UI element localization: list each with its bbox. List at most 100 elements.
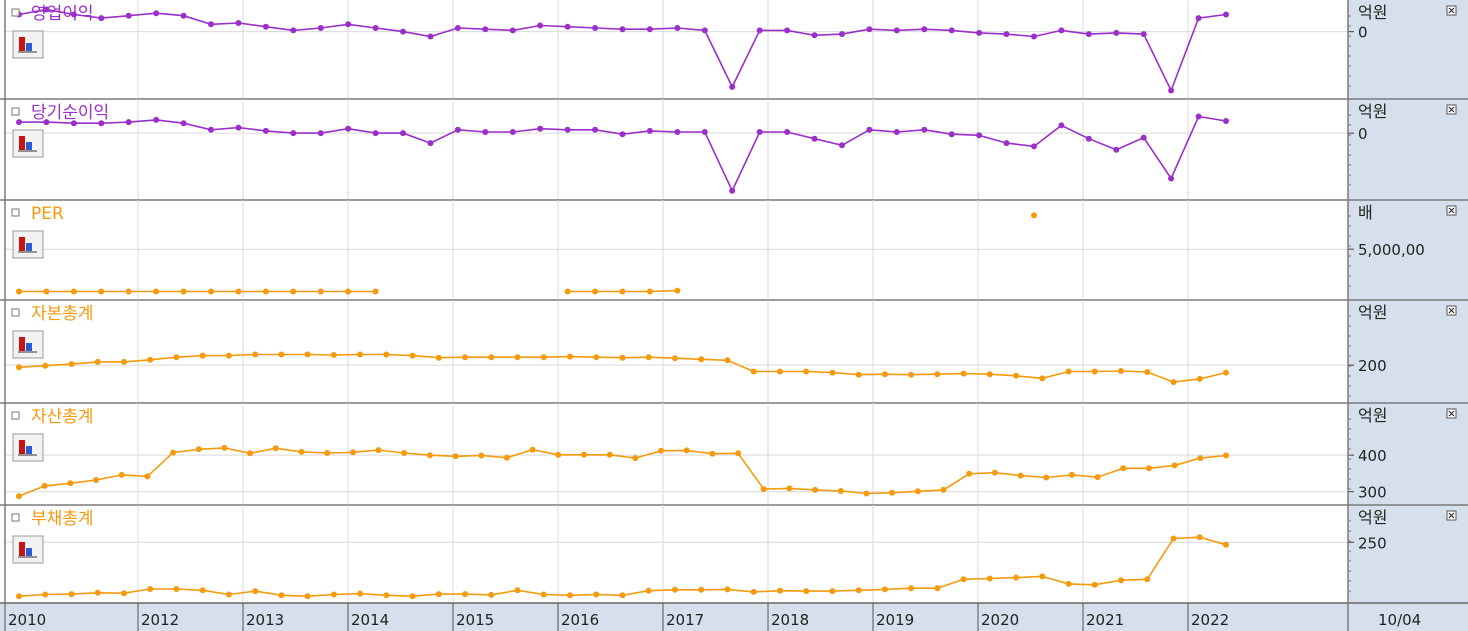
data-point bbox=[784, 27, 791, 34]
data-point bbox=[1094, 474, 1101, 481]
data-point bbox=[986, 371, 993, 378]
data-point bbox=[1113, 146, 1120, 153]
unit-label: 억원 bbox=[1358, 508, 1387, 527]
chart-settings-icon-bar bbox=[19, 37, 25, 51]
data-point bbox=[1085, 31, 1092, 38]
data-point bbox=[581, 451, 587, 458]
data-point bbox=[509, 27, 516, 34]
data-point bbox=[482, 26, 489, 33]
data-point bbox=[180, 12, 187, 19]
data-point bbox=[776, 368, 783, 375]
time-tick-label: 2016 bbox=[561, 611, 599, 629]
data-point bbox=[94, 358, 101, 365]
data-point bbox=[514, 354, 521, 361]
data-point bbox=[1146, 465, 1152, 472]
data-point bbox=[1091, 368, 1098, 375]
value-tick-label: 200 bbox=[1358, 357, 1387, 375]
data-point bbox=[435, 354, 442, 361]
data-point bbox=[1195, 113, 1202, 120]
data-point bbox=[98, 120, 105, 127]
series-toggle-box[interactable] bbox=[11, 8, 20, 17]
data-point bbox=[68, 361, 75, 368]
data-point bbox=[180, 288, 187, 295]
data-point bbox=[1223, 452, 1229, 459]
data-point bbox=[839, 142, 845, 149]
data-point bbox=[1065, 368, 1072, 375]
data-point bbox=[632, 455, 639, 462]
chart-settings-icon-bar bbox=[26, 43, 32, 51]
series-toggle-box[interactable] bbox=[11, 513, 20, 522]
data-point bbox=[452, 453, 459, 460]
data-point bbox=[1065, 580, 1072, 587]
chart-settings-icon-bar bbox=[26, 446, 32, 454]
data-point bbox=[701, 27, 708, 34]
data-point bbox=[478, 452, 485, 459]
data-point bbox=[756, 129, 763, 135]
data-point bbox=[147, 586, 154, 592]
panel-title: 부채총계 bbox=[31, 509, 94, 529]
data-point bbox=[317, 25, 324, 31]
data-point bbox=[357, 351, 364, 358]
chart-settings-icon-bar bbox=[19, 542, 25, 556]
chart-settings-icon-bar bbox=[19, 337, 25, 351]
data-point bbox=[330, 352, 337, 358]
time-tick-label: 2022 bbox=[1191, 611, 1229, 629]
data-point bbox=[317, 130, 324, 137]
data-point bbox=[199, 352, 206, 359]
value-tick-label: 250 bbox=[1358, 534, 1387, 552]
data-point bbox=[225, 352, 232, 359]
data-point bbox=[786, 485, 793, 492]
data-point bbox=[462, 591, 469, 598]
data-point bbox=[147, 356, 154, 363]
data-point bbox=[881, 371, 888, 378]
data-point bbox=[426, 452, 433, 459]
data-point bbox=[811, 32, 818, 39]
data-point bbox=[252, 351, 259, 358]
data-point bbox=[1171, 462, 1178, 469]
data-point bbox=[67, 480, 74, 487]
data-point bbox=[173, 586, 180, 592]
data-point bbox=[645, 354, 652, 361]
data-point bbox=[776, 587, 783, 594]
data-point bbox=[1068, 471, 1075, 478]
time-tick-label: 2014 bbox=[351, 611, 389, 629]
data-point bbox=[866, 26, 873, 33]
data-point bbox=[908, 585, 915, 592]
value-tick-label: 0 bbox=[1358, 24, 1368, 42]
data-point bbox=[357, 590, 364, 597]
series-toggle-box[interactable] bbox=[11, 208, 20, 217]
series-toggle-box[interactable] bbox=[11, 411, 20, 420]
data-point bbox=[948, 27, 955, 34]
chart-settings-icon-bar bbox=[19, 237, 25, 251]
data-point bbox=[400, 130, 406, 137]
data-point bbox=[400, 28, 406, 35]
data-point bbox=[409, 352, 416, 359]
data-point bbox=[976, 29, 983, 36]
data-point bbox=[43, 119, 50, 126]
data-point bbox=[462, 354, 469, 361]
data-point bbox=[454, 25, 461, 31]
data-point bbox=[863, 490, 870, 497]
series-line-영업이익 bbox=[18, 8, 1227, 93]
data-point bbox=[1140, 134, 1147, 141]
data-point bbox=[317, 288, 324, 295]
data-point bbox=[889, 489, 896, 496]
series-toggle-box[interactable] bbox=[11, 107, 20, 116]
chart-settings-icon-bar bbox=[19, 440, 25, 454]
data-point bbox=[272, 445, 279, 452]
data-point bbox=[514, 587, 521, 594]
data-point bbox=[1091, 581, 1098, 588]
series-toggle-box[interactable] bbox=[11, 308, 20, 317]
time-tick-label: 2017 bbox=[666, 611, 704, 629]
data-point bbox=[966, 470, 973, 477]
data-point bbox=[262, 127, 269, 134]
data-point bbox=[247, 450, 254, 457]
chart-settings-icon-bar bbox=[26, 548, 32, 556]
data-point bbox=[1118, 368, 1124, 374]
data-point bbox=[1017, 472, 1024, 479]
data-point bbox=[304, 593, 311, 600]
data-point bbox=[16, 288, 22, 295]
data-point bbox=[454, 126, 461, 133]
data-point bbox=[180, 120, 187, 127]
data-point bbox=[606, 451, 613, 458]
